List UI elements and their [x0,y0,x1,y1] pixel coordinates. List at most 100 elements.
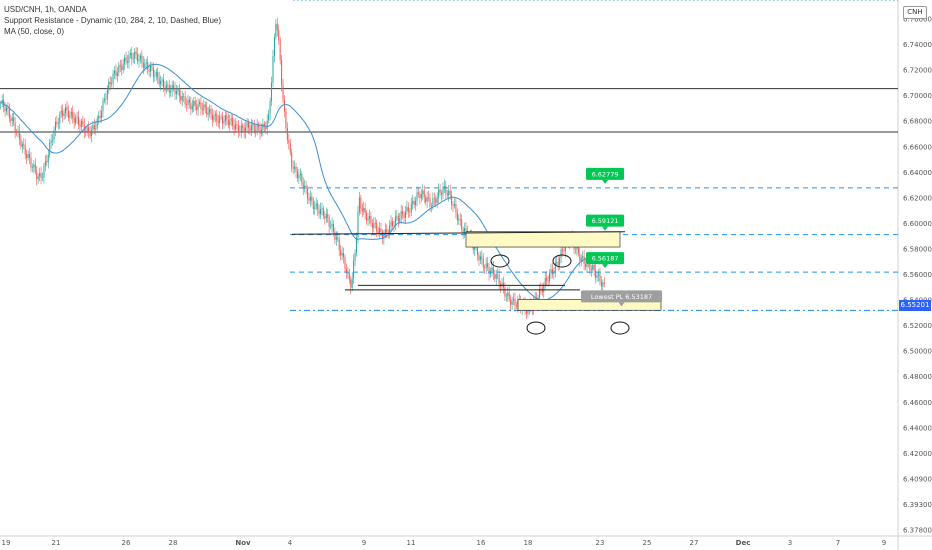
candle-body[interactable] [114,70,116,74]
candle-body[interactable] [222,116,224,124]
candle-body[interactable] [485,263,487,269]
candle-body[interactable] [583,256,585,265]
candle-body[interactable] [452,204,454,206]
candle-body[interactable] [331,223,333,227]
candle-body[interactable] [419,193,421,199]
candle-body[interactable] [186,104,188,106]
candle-body[interactable] [49,142,51,155]
candle-body[interactable] [366,212,368,221]
candle-body[interactable] [226,115,228,120]
candle-body[interactable] [232,118,234,126]
candle-body[interactable] [194,100,196,107]
candle-body[interactable] [258,124,260,128]
candle-body[interactable] [456,212,458,221]
candle-body[interactable] [550,269,552,273]
candle-body[interactable] [429,197,431,207]
candle-body[interactable] [52,139,54,141]
candle-body[interactable] [332,223,334,232]
candle-body[interactable] [275,23,277,37]
candle-body[interactable] [320,209,322,215]
candle-body[interactable] [312,201,314,210]
candle-body[interactable] [487,263,489,268]
candle-body[interactable] [216,114,218,122]
candle-body[interactable] [247,122,249,128]
candle-body[interactable] [250,124,252,131]
candle-body[interactable] [449,190,451,195]
candle-body[interactable] [7,107,9,110]
candle-body[interactable] [175,90,177,95]
candle-body[interactable] [126,61,128,63]
candle-body[interactable] [317,203,319,210]
candle-body[interactable] [177,88,179,91]
candle-body[interactable] [147,62,149,70]
candle-body[interactable] [213,116,215,121]
candle-body[interactable] [26,154,28,158]
candle-body[interactable] [559,258,561,266]
hand-drawn-circle[interactable] [490,254,510,268]
candle-body[interactable] [582,256,584,258]
candle-body[interactable] [201,109,203,111]
candle-body[interactable] [135,51,137,54]
moving-average-line[interactable] [0,63,605,301]
candle-body[interactable] [144,63,146,69]
candle-body[interactable] [41,177,43,179]
candle-body[interactable] [62,110,64,116]
candle-body[interactable] [89,132,91,137]
candle-body[interactable] [379,228,381,233]
candle-body[interactable] [289,143,291,153]
candle-body[interactable] [188,99,190,104]
candle-body[interactable] [593,264,595,271]
candle-body[interactable] [511,300,513,305]
candle-body[interactable] [47,154,49,163]
candle-body[interactable] [207,112,209,115]
candle-body[interactable] [59,114,61,124]
candle-body[interactable] [397,215,399,222]
candle-body[interactable] [70,111,72,116]
candle-body[interactable] [428,197,430,198]
candle-body[interactable] [302,182,304,189]
candle-body[interactable] [260,130,262,134]
hand-drawn-circle[interactable] [552,254,572,268]
candle-body[interactable] [318,209,320,215]
candle-body[interactable] [492,267,494,274]
candle-body[interactable] [589,262,591,271]
candle-body[interactable] [416,192,418,201]
candle-body[interactable] [603,282,605,284]
candle-body[interactable] [390,221,392,226]
candle-body[interactable] [245,127,247,133]
candle-body[interactable] [430,206,432,207]
candle-body[interactable] [269,101,271,115]
candle-body[interactable] [278,30,280,40]
candle-body[interactable] [356,237,358,253]
candle-body[interactable] [252,123,254,125]
candle-body[interactable] [348,273,350,280]
candle-body[interactable] [407,206,409,212]
candle-body[interactable] [214,114,216,117]
candle-body[interactable] [271,82,273,102]
candle-body[interactable] [288,139,290,144]
candle-body[interactable] [76,116,78,118]
candle-body[interactable] [88,127,90,133]
candle-body[interactable] [43,166,45,178]
candle-body[interactable] [138,59,140,62]
candle-body[interactable] [44,160,46,167]
candle-body[interactable] [296,171,298,179]
candle-body[interactable] [98,116,100,119]
candle-body[interactable] [507,292,509,296]
candle-body[interactable] [170,90,172,93]
candle-body[interactable] [121,66,123,71]
candle-body[interactable] [455,204,457,213]
candle-body[interactable] [115,70,117,76]
candle-body[interactable] [101,111,103,118]
candle-body[interactable] [546,277,548,281]
candle-body[interactable] [50,140,52,143]
candle-body[interactable] [29,154,31,159]
candle-body[interactable] [283,100,285,112]
candle-body[interactable] [204,104,206,108]
candle-body[interactable] [328,217,330,227]
candle-body[interactable] [24,144,26,155]
candle-body[interactable] [396,215,398,217]
candle-body[interactable] [211,114,213,121]
candle-body[interactable] [600,281,602,287]
candle-body[interactable] [458,219,460,221]
